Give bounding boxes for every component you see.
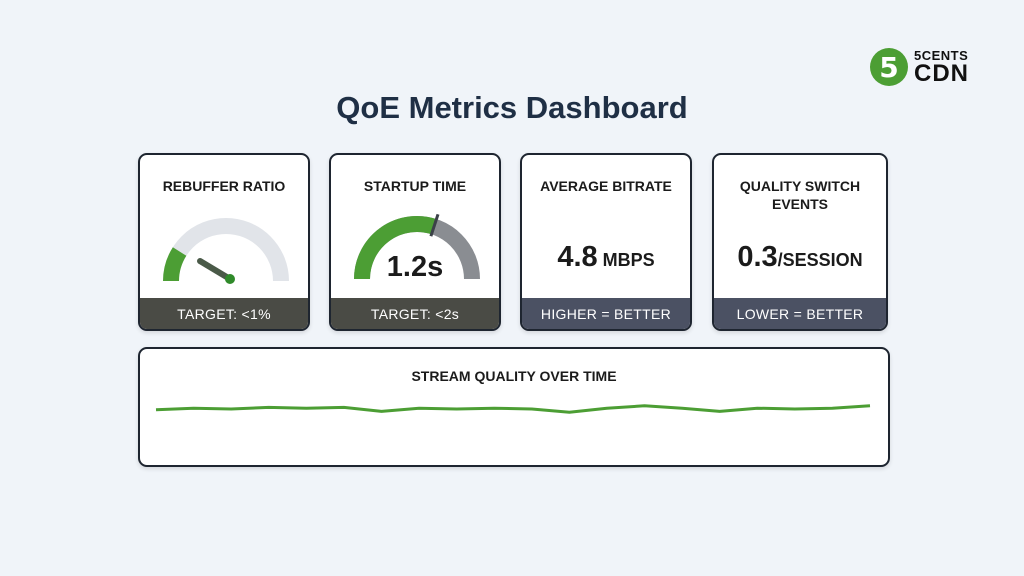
- card-title: STARTUP TIME: [363, 178, 467, 194]
- average-bitrate-card: AVERAGE BITRATE 4.8 MBPS HIGHER = BETTER: [520, 153, 692, 331]
- card-title: REBUFFER RATIO: [162, 178, 286, 194]
- stream-quality-card: STREAM QUALITY OVER TIME: [138, 347, 890, 467]
- gauge-fill: [163, 247, 187, 282]
- card-title: AVERAGE BITRATE: [540, 178, 672, 194]
- logo-top-text: 5CENTS: [914, 48, 969, 63]
- startup-time-card: STARTUP TIME 1.2s TARGET: <2s: [329, 153, 501, 331]
- card-footer: HIGHER = BETTER: [522, 298, 690, 329]
- page-title: QoE Metrics Dashboard: [336, 90, 688, 125]
- switch-value: 0.3/SESSION: [714, 241, 886, 274]
- card-title: STREAM QUALITY OVER TIME: [411, 368, 617, 384]
- stream-quality-chart: [155, 404, 871, 414]
- brand-logo: 5 5CENTS CDN: [870, 46, 990, 90]
- card-footer: TARGET: <2s: [331, 298, 499, 329]
- bitrate-value: 4.8 MBPS: [522, 241, 690, 274]
- quality-trend-line: [155, 404, 871, 414]
- bitrate-number: 4.8: [557, 241, 598, 273]
- startup-gauge: [354, 213, 480, 280]
- gauge-marker: [429, 213, 440, 237]
- switch-number: 0.3: [737, 241, 778, 273]
- gauge-track: [163, 218, 289, 282]
- gauge-hub: [225, 274, 235, 284]
- logo-bottom-text: CDN: [914, 60, 969, 87]
- bitrate-unit: MBPS: [597, 250, 655, 270]
- card-footer: LOWER = BETTER: [714, 298, 886, 329]
- gauge-needle: [197, 258, 233, 282]
- logo-badge: 5: [870, 48, 908, 86]
- quality-switch-card: QUALITY SWITCH EVENTS 0.3/SESSION LOWER …: [712, 153, 888, 331]
- card-footer: TARGET: <1%: [140, 298, 308, 329]
- gauge-fill: [354, 216, 437, 280]
- card-title: QUALITY SWITCH EVENTS: [739, 178, 861, 212]
- rebuffer-ratio-card: REBUFFER RATIO TARGET: <1%: [138, 153, 310, 331]
- switch-unit: /SESSION: [777, 250, 863, 270]
- startup-time-value: 1.2s: [386, 251, 444, 283]
- rebuffer-gauge: [163, 218, 289, 284]
